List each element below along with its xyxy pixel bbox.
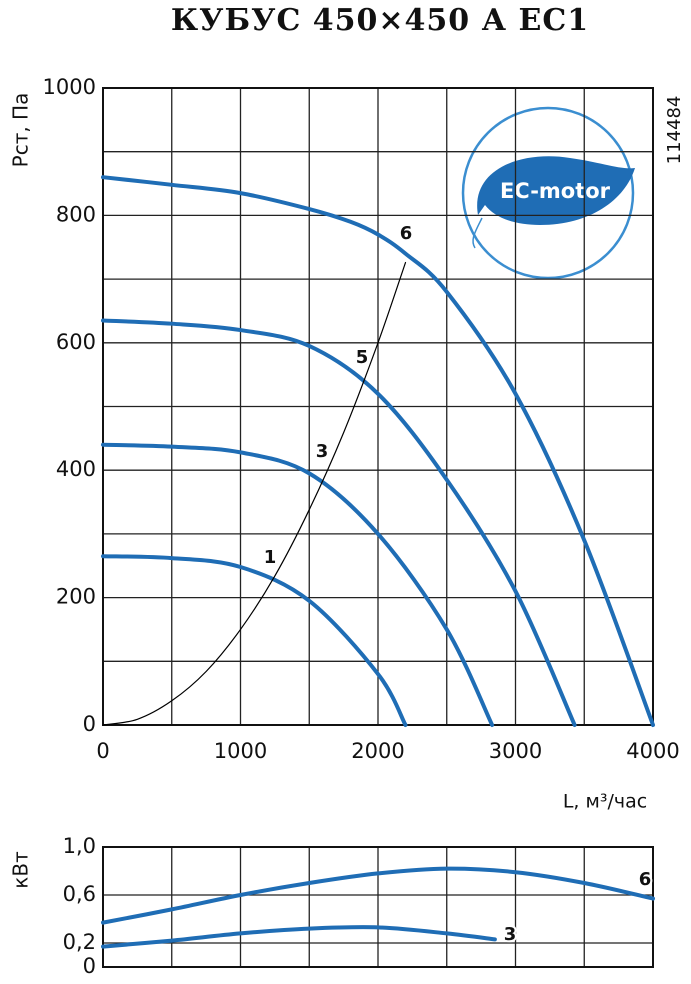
curve — [101, 554, 408, 727]
y-tick-label: 0 — [83, 954, 96, 978]
y-tick-label: 800 — [56, 202, 96, 226]
product-code: 114484 — [664, 96, 685, 165]
curve — [101, 925, 497, 949]
x-tick-label: 4000 — [626, 739, 679, 763]
logo-text: EC-motor — [500, 179, 611, 203]
curve — [101, 866, 655, 925]
y-axis-label: Pст, Па — [9, 93, 33, 168]
x-tick-label: 2000 — [351, 739, 404, 763]
curve — [102, 261, 407, 726]
curve — [101, 175, 655, 727]
y-tick-label: 1000 — [43, 75, 96, 99]
curve-label: 6 — [400, 223, 413, 244]
curve-label: 1 — [264, 547, 277, 568]
curve — [101, 442, 495, 727]
x-axis-label: L, м³/час — [563, 791, 647, 813]
x-tick-label: 1000 — [214, 739, 267, 763]
y-tick-label: 200 — [56, 585, 96, 609]
logo-leaf — [477, 156, 635, 225]
x-tick-label: 0 — [96, 739, 109, 763]
plot-frame — [102, 87, 654, 726]
plot-frame — [102, 846, 654, 968]
curve-label: 6 — [639, 869, 652, 890]
x-tick-label: 3000 — [489, 739, 542, 763]
page-title: КУБУС 450×450 А ЕС1 — [171, 3, 589, 38]
y-tick-label: 1,0 — [63, 834, 96, 858]
y-tick-label: 0,6 — [63, 882, 96, 906]
y-tick-label: 400 — [56, 457, 96, 481]
logo: EC-motor — [461, 106, 635, 280]
y-tick-label: 0,2 — [63, 930, 96, 954]
logo-stem — [472, 217, 483, 249]
curve — [101, 318, 577, 727]
curve-label: 3 — [316, 441, 329, 462]
curve-label: 3 — [504, 924, 517, 945]
y-axis-label: кВт — [9, 851, 33, 889]
y-tick-label: 0 — [83, 712, 96, 736]
y-tick-label: 600 — [56, 330, 96, 354]
curve-label: 5 — [356, 347, 369, 368]
